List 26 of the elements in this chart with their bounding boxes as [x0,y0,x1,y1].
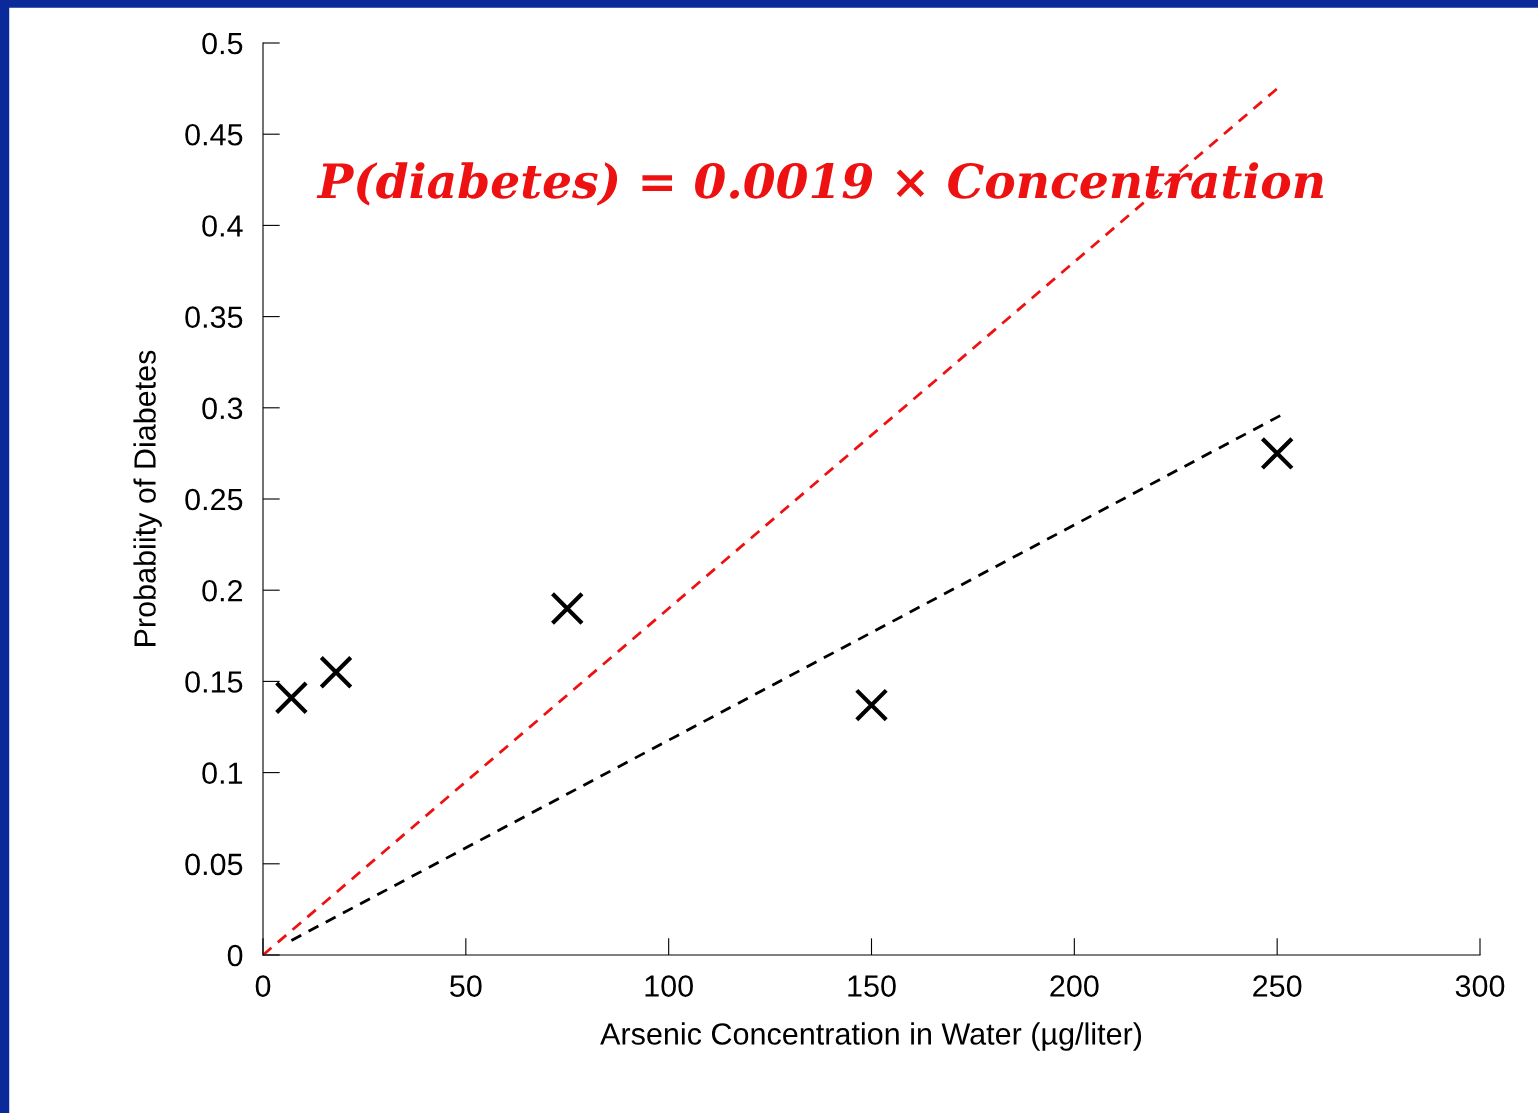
y-tick-label: 0.15 [185,671,243,693]
y-tick-label: 0.25 [185,488,243,511]
x-tick-label: 300 [1455,975,1505,997]
x-tick-label: 100 [645,975,693,997]
x-tick-label: 50 [450,975,482,997]
y-axis-title: Probabiity of Diabetes [133,350,162,646]
point [274,681,309,715]
y-tick-label: 0.3 [202,397,243,420]
y-tick-label: 0.4 [202,215,243,237]
y-tick-label: 0.05 [185,853,243,876]
x-tick-label: 150 [848,975,896,997]
point [854,688,889,722]
x-tick-label: 250 [1253,975,1302,997]
annotation: P(diabetes) = 0.0019 × Concentration [316,162,1324,206]
point [550,591,585,626]
x-tick-label: 200 [1050,975,1099,997]
point [319,655,353,690]
y-tick-label: 0.5 [202,32,243,55]
point [1260,436,1294,471]
y-tick-label: 0.2 [202,579,243,602]
y-tick-label: 0.35 [185,306,243,328]
x-tick-label: 0 [255,975,271,997]
y-tick-label: 0.45 [185,123,243,146]
y-tick-label: 0 [227,944,243,967]
x-axis-title: Arsenic Concentration in Water (µg/liter) [600,1022,1142,1051]
y-tick-label: 0.1 [202,762,243,784]
